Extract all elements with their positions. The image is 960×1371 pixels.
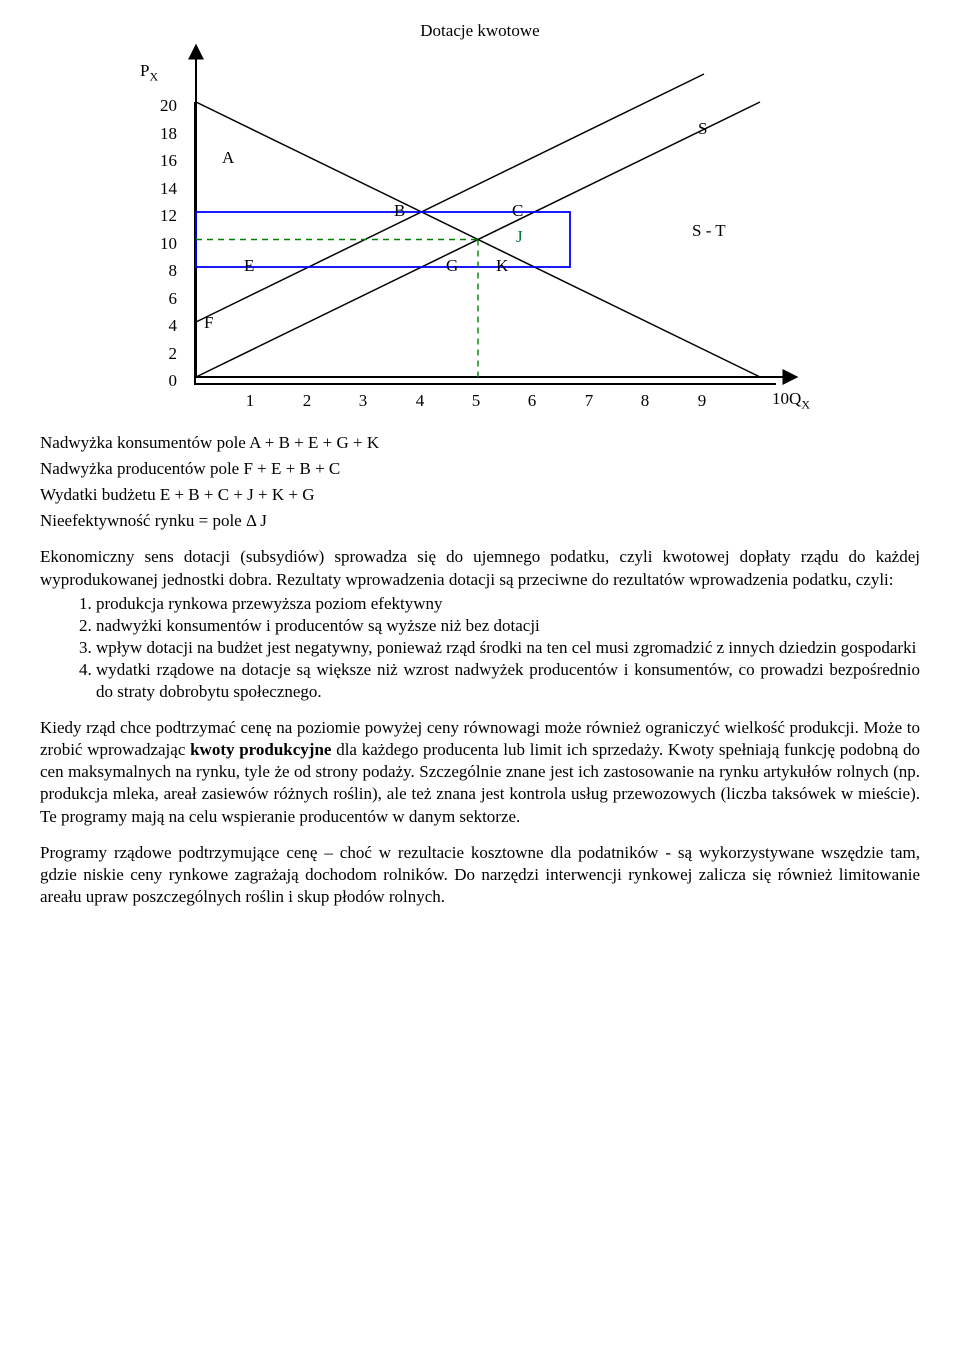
surplus-line-2: Nadwyżka producentów pole F + E + B + C xyxy=(40,458,920,480)
chart-label-C: C xyxy=(512,200,523,222)
surplus-line-1: Nadwyżka konsumentów pole A + B + E + G … xyxy=(40,432,920,454)
y-axis-ticks: 20 18 16 14 12 10 8 6 4 2 0 xyxy=(160,92,177,395)
chart-label-G: G xyxy=(446,255,458,277)
chart-label-K: K xyxy=(496,255,508,277)
chart-label-J: J xyxy=(516,226,523,248)
page-title: Dotacje kwotowe xyxy=(40,20,920,42)
list-item: wydatki rządowe na dotacje są większe ni… xyxy=(96,659,920,703)
results-list: produkcja rynkowa przewyższa poziom efek… xyxy=(40,593,920,703)
chart-label-ST: S - T xyxy=(692,220,726,242)
surplus-line-4: Nieefektywność rynku = pole Δ J xyxy=(40,510,920,532)
x-axis-label: 10QX xyxy=(772,388,810,413)
paragraph-2: Kiedy rząd chce podtrzymać cenę na pozio… xyxy=(40,717,920,827)
list-item: nadwyżki konsumentów i producentów są wy… xyxy=(96,615,920,637)
chart-label-S: S xyxy=(698,118,707,140)
paragraph-3: Programy rządowe podtrzymujące cenę – ch… xyxy=(40,842,920,908)
list-item: wpływ dotacji na budżet jest negatywny, … xyxy=(96,637,920,659)
chart-container: PX 20 18 16 14 12 10 8 6 4 2 0 xyxy=(130,60,830,420)
paragraph-1: Ekonomiczny sens dotacji (subsydiów) spr… xyxy=(40,546,920,590)
chart-label-F: F xyxy=(204,312,213,334)
list-item: produkcja rynkowa przewyższa poziom efek… xyxy=(96,593,920,615)
y-axis-label: PX xyxy=(140,60,158,85)
surplus-line-3: Wydatki budżetu E + B + C + J + K + G xyxy=(40,484,920,506)
chart-label-A: A xyxy=(222,147,234,169)
chart-label-B: B xyxy=(394,200,405,222)
chart-label-E: E xyxy=(244,255,254,277)
chart-plot-area: A B C E F G J K S S - T xyxy=(194,102,776,385)
